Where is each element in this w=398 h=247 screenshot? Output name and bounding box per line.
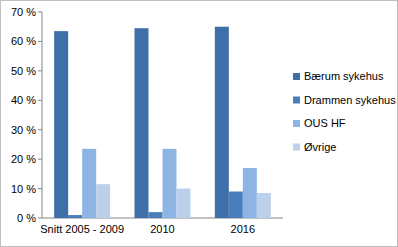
legend-swatch (293, 144, 300, 151)
bar (68, 215, 82, 218)
x-tick-label: Snitt 2005 - 2009 (40, 223, 124, 235)
legend-label: Bærum sykehus (304, 70, 384, 82)
y-tick-label: 40 % (11, 94, 36, 106)
y-tick (38, 159, 42, 160)
y-tick (38, 188, 42, 189)
y-tick (38, 12, 42, 13)
y-tick-label: 20 % (11, 153, 36, 165)
bar (135, 28, 149, 218)
legend-swatch (293, 120, 300, 127)
bar (149, 212, 163, 218)
chart-container: 0 % 10 % 20 % 30 % 40 % 50 % 60 % 70 % Snitt 200… (0, 0, 398, 247)
bar (82, 149, 96, 218)
x-tick-label: 2010 (150, 223, 174, 235)
y-tick (38, 100, 42, 101)
bars (54, 27, 271, 218)
bar (96, 184, 110, 218)
legend-label: OUS HF (304, 117, 346, 129)
y-axis (42, 12, 43, 218)
bar (229, 192, 243, 218)
y-tick-label: 0 % (17, 212, 36, 224)
y-tick (38, 129, 42, 130)
legend-label: Drammen sykehus (304, 94, 396, 106)
y-tick (38, 70, 42, 71)
bar (54, 31, 68, 218)
bar (163, 149, 177, 218)
bar (257, 193, 271, 218)
y-tick-label: 50 % (11, 65, 36, 77)
y-tick-label: 10 % (11, 183, 36, 195)
legend-swatch (293, 97, 300, 104)
chart-frame (1, 1, 398, 247)
y-tick-label: 30 % (11, 124, 36, 136)
y-tick (38, 41, 42, 42)
bar (215, 27, 229, 218)
legend-label: Øvrige (304, 141, 336, 153)
y-tick-label: 70 % (11, 6, 36, 18)
bar (177, 189, 191, 218)
chart-svg: 0 % 10 % 20 % 30 % 40 % 50 % 60 % 70 % Snitt 200… (0, 0, 398, 247)
y-tick-label: 60 % (11, 35, 36, 47)
x-tick-label: 2016 (231, 223, 255, 235)
bar (243, 168, 257, 218)
legend-swatch (293, 73, 300, 80)
y-tick (38, 218, 42, 219)
